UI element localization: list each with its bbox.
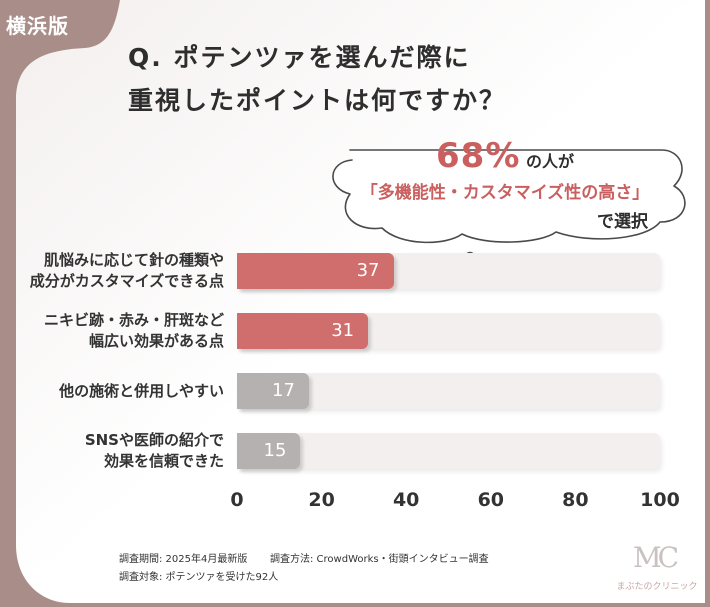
x-tick-label: 0 (230, 489, 244, 511)
survey-method: 調査方法: CrowdWorks・街頭インタビュー調査 (270, 554, 489, 565)
bar-value-label: 15 (263, 440, 287, 461)
callout-selected: で選択 (597, 212, 648, 232)
callout: 68% の人が 「多機能性・カスタマイズ性の高さ」 で選択 (340, 136, 670, 232)
bar (237, 373, 309, 409)
callout-feature: 「多機能性・カスタマイズ性の高さ」 (360, 183, 650, 203)
callout-percent-line: 68% の人が (340, 136, 670, 176)
x-tick-label: 20 (308, 489, 335, 511)
question-title: Q. ポテンツァを選んだ際に 重視したポイントは何ですか？ (128, 36, 506, 122)
bar-value-label: 31 (331, 320, 355, 341)
bar-value-label: 37 (356, 260, 380, 281)
category-label: 肌悩みに応じて針の種類や 成分がカスタマイズできる点 (29, 251, 224, 290)
question-line-2: 重視したポイントは何ですか？ (128, 86, 507, 115)
bar-value-label: 17 (272, 380, 295, 401)
survey-target: 調査対象: ポテンツァを受けた92人 (119, 572, 279, 583)
x-tick-label: 80 (562, 489, 589, 511)
category-label: SNSや医師の紹介で 効果を信頼できた (84, 431, 224, 470)
survey-period: 調査期間: 2025年4月最新版 (119, 554, 248, 565)
clinic-logo-name: まぶたのクリニック (616, 582, 698, 592)
bar (237, 433, 301, 469)
question-line-1: Q. ポテンツァを選んだ際に (128, 43, 471, 72)
callout-after-percent: の人が (525, 152, 574, 171)
bar (237, 313, 369, 349)
x-tick-label: 40 (392, 489, 420, 511)
category-label: ニキビ跡・赤み・肝斑など 幅広い効果がある点 (43, 311, 224, 350)
clinic-logo-mark: MC (633, 541, 679, 574)
region-badge: 横浜版 (6, 14, 69, 38)
bar-track (237, 433, 660, 469)
bar (237, 253, 394, 289)
x-tick-label: 60 (477, 489, 505, 511)
x-tick-label: 100 (640, 489, 680, 511)
category-label: 他の施術と併用しやすい (59, 381, 224, 400)
callout-percent: 68% (436, 136, 521, 176)
